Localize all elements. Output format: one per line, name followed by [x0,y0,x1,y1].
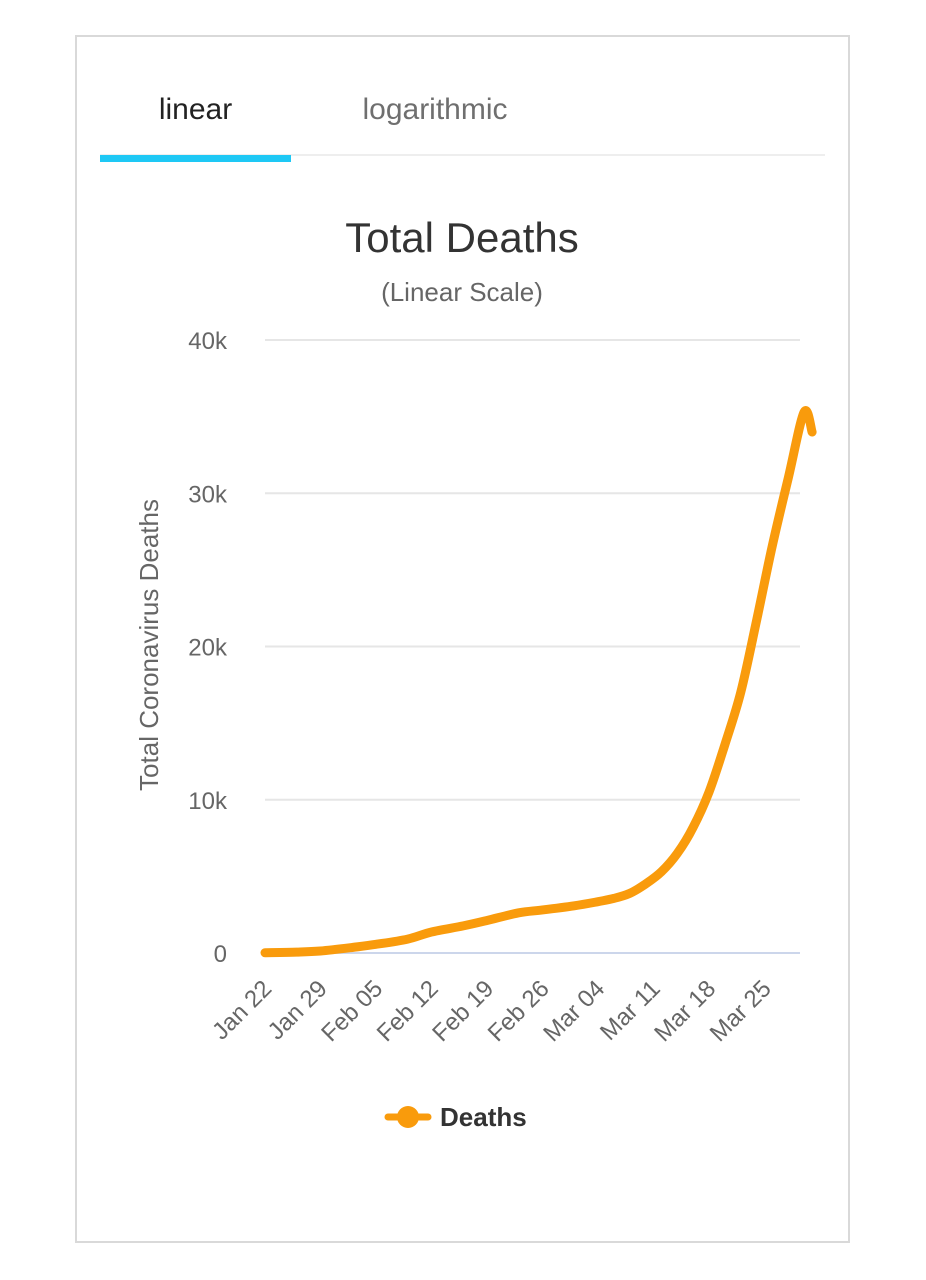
x-tick-label: Mar 18 [649,975,721,1047]
chart-card [75,35,850,1243]
x-tick-label: Feb 12 [372,975,444,1047]
x-tick-label: Feb 26 [483,975,555,1047]
grid-lines [265,339,800,954]
active-tab-indicator [100,155,291,162]
legend-label[interactable]: Deaths [440,1102,527,1132]
scale-tabs: linear logarithmic [100,60,825,164]
chart-title: Total Deaths [345,214,578,261]
x-tick-label: Mar 11 [595,975,666,1046]
tab-linear[interactable]: linear [158,93,233,126]
legend-marker [397,1106,419,1128]
x-tick-label: Mar 25 [705,975,777,1047]
x-tick-label: Feb 05 [316,975,388,1047]
y-tick-label: 40k [188,328,228,355]
y-tick-label: 20k [188,635,228,662]
tab-logarithmic[interactable]: logarithmic [362,93,508,126]
x-tick-label: Jan 22 [207,975,277,1045]
deaths-line [260,406,817,958]
y-axis-title: Total Coronavirus Deaths [134,499,164,791]
y-tick-labels: 0 10k 20k 30k 40k [188,328,228,968]
series-deaths [260,406,817,958]
x-tick-label: Mar 04 [538,975,610,1047]
chart-subtitle: (Linear Scale) [381,277,543,307]
y-tick-label: 30k [188,481,228,508]
tab-divider [100,154,825,156]
y-tick-label: 0 [214,941,227,968]
legend[interactable]: Deaths [384,1102,527,1132]
x-tick-label: Feb 19 [427,975,499,1047]
y-tick-label: 10k [188,788,228,815]
